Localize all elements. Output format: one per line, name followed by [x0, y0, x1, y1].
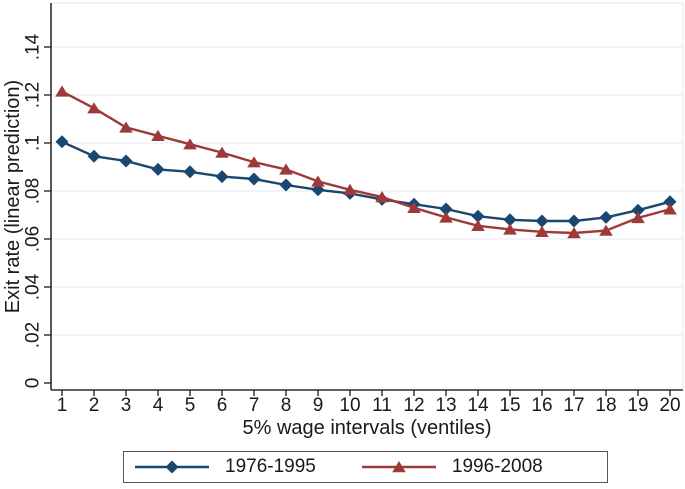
data-point-diamond [663, 195, 677, 209]
series-line [61, 140, 671, 223]
data-point-triangle [183, 138, 197, 150]
x-tick-label: 20 [659, 395, 680, 416]
legend-triangle-line-icon [361, 461, 436, 473]
data-point-diamond [183, 165, 197, 179]
x-tick-label: 2 [89, 395, 100, 416]
data-point-diamond [535, 214, 549, 228]
data-point-diamond [631, 203, 645, 217]
x-tick-label: 15 [499, 395, 520, 416]
legend: 1976-1995 1996-2008 [123, 451, 608, 483]
series-1996-2008 [55, 85, 677, 239]
data-point-triangle [471, 219, 485, 231]
data-point-triangle [439, 211, 453, 223]
legend-label-1976-1995: 1976-1995 [225, 456, 316, 477]
x-tick-label: 7 [249, 395, 260, 416]
data-point-triangle [279, 163, 293, 175]
x-axis-title: 5% wage intervals (ventiles) [243, 417, 492, 439]
data-point-triangle [663, 203, 677, 215]
data-point-diamond [279, 178, 293, 192]
data-point-triangle [599, 224, 613, 236]
y-tick-label: .02 [23, 322, 44, 348]
legend-marker-diamond [165, 460, 179, 474]
series-1976-1995 [55, 135, 677, 228]
x-tick-label: 11 [372, 395, 392, 416]
legend-label-1996-2008: 1996-2008 [451, 456, 543, 477]
x-tick-label: 5 [185, 395, 196, 416]
series-line [61, 90, 671, 235]
data-point-triangle [215, 146, 229, 158]
x-tick-label: 17 [563, 395, 584, 416]
data-point-triangle [503, 223, 517, 235]
y-tick-label: .04 [23, 273, 44, 300]
data-point-diamond [567, 214, 581, 228]
data-point-triangle [311, 175, 325, 187]
data-point-triangle [87, 102, 101, 114]
data-point-triangle [535, 225, 549, 237]
data-point-diamond [503, 213, 517, 227]
x-tick-label: 18 [595, 395, 616, 416]
x-tick-label: 12 [403, 395, 424, 416]
x-tick-label: 1 [57, 395, 68, 416]
data-point-triangle [375, 191, 389, 203]
x-tick-label: 16 [531, 395, 552, 416]
x-tick-label: 10 [339, 395, 360, 416]
data-point-triangle [631, 211, 645, 224]
data-point-diamond [247, 172, 261, 186]
x-tick-label: 19 [627, 395, 648, 416]
legend-item-1996-2008: 1996-2008 [361, 456, 543, 478]
data-point-diamond [599, 210, 613, 224]
x-tick-label: 3 [121, 395, 132, 416]
legend-item-1976-1995: 1976-1995 [135, 456, 316, 478]
data-point-diamond [87, 149, 101, 163]
x-tick-label: 6 [217, 395, 228, 416]
x-tick-label: 4 [153, 395, 164, 416]
data-point-diamond [55, 135, 69, 149]
data-point-triangle [55, 85, 69, 97]
chart-plot-area: 0.02.04.06.08.1.12.141 2 3 4 5 6 7 8 9 10 11 12 13 14… [2, 2, 684, 439]
data-point-triangle [567, 227, 581, 239]
y-axis-title: Exit rate (linear prediction) [2, 80, 24, 313]
y-tick-label: 0 [23, 378, 44, 389]
y-tick-label: .14 [23, 33, 44, 60]
x-tick-label: 9 [313, 395, 324, 416]
data-point-diamond [215, 170, 229, 184]
data-point-triangle [151, 129, 165, 141]
legend-diamond-line-icon [135, 460, 209, 474]
y-tick-label: .1 [23, 135, 44, 151]
x-tick-label: 8 [281, 395, 292, 416]
data-point-diamond [119, 154, 133, 168]
legend-marker-triangle [392, 461, 406, 473]
data-point-diamond [471, 209, 485, 223]
data-point-diamond [439, 202, 453, 216]
y-tick-label: .06 [23, 226, 44, 252]
y-tick-label: .12 [23, 82, 44, 108]
data-point-triangle [343, 183, 357, 195]
data-point-triangle [247, 156, 261, 168]
x-tick-label: 14 [467, 395, 489, 416]
data-point-diamond [151, 162, 165, 176]
data-point-triangle [119, 121, 133, 133]
x-tick-label: 13 [435, 395, 456, 416]
y-tick-label: .08 [23, 178, 44, 204]
data-point-triangle [407, 201, 421, 213]
